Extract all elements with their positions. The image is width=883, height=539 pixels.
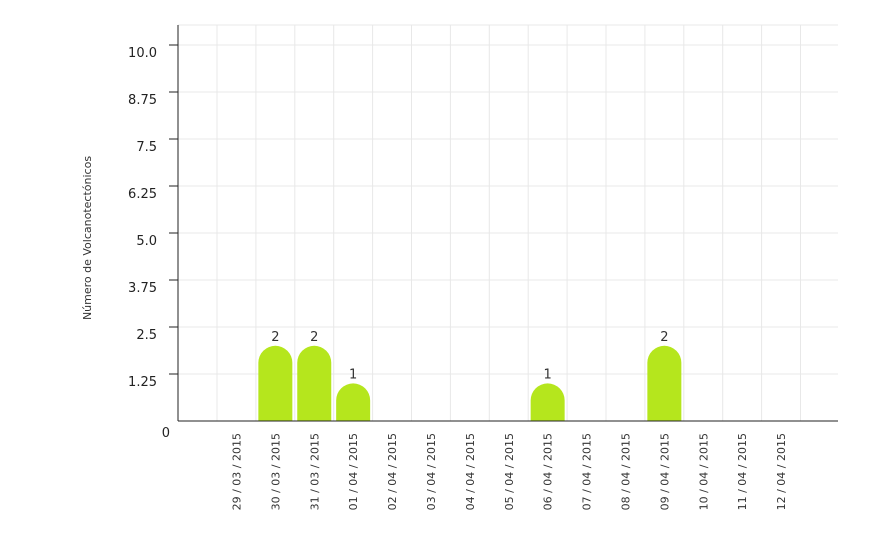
data-label: 2 <box>310 330 318 345</box>
axes <box>177 25 838 422</box>
y-tick-label: 2.5 <box>136 328 157 343</box>
x-tick-label: 02 / 04 / 2015 <box>386 433 399 510</box>
x-tick-label: 09 / 04 / 2015 <box>658 433 671 510</box>
x-tick-labels: 29 / 03 / 2015 30 / 03 / 2015 31 / 03 / 20… <box>230 433 788 510</box>
bar[interactable] <box>647 345 682 421</box>
grid-lines <box>178 24 838 421</box>
y-tick-label: 6.25 <box>128 187 157 202</box>
x-tick-label: 31 / 03 / 2015 <box>308 433 321 510</box>
x-tick-label: 05 / 04 / 2015 <box>503 433 516 510</box>
y-tick-label: 0 <box>162 426 170 441</box>
x-tick-label: 01 / 04 / 2015 <box>347 433 360 510</box>
x-tick-label: 12 / 04 / 2015 <box>775 433 788 510</box>
x-tick-label: 29 / 03 / 2015 <box>230 433 243 510</box>
data-label: 2 <box>271 330 279 345</box>
x-tick-label: 08 / 04 / 2015 <box>619 433 632 510</box>
x-tick-label: 06 / 04 / 2015 <box>542 433 555 510</box>
data-label: 2 <box>660 330 668 345</box>
bars: 2 2 1 1 2 <box>258 330 682 421</box>
x-tick-label: 30 / 03 / 2015 <box>269 433 282 510</box>
y-tick-label: 5.0 <box>136 234 157 249</box>
bar[interactable] <box>530 383 565 421</box>
x-tick-label: 07 / 04 / 2015 <box>581 433 594 510</box>
y-tick-label: 3.75 <box>128 281 157 296</box>
bar[interactable] <box>336 383 371 421</box>
y-tick-label: 10.0 <box>128 46 157 61</box>
data-label: 1 <box>544 367 552 382</box>
y-tick-label: 1.25 <box>128 375 157 390</box>
x-tick-label: 03 / 04 / 2015 <box>425 433 438 510</box>
x-tick-label: 10 / 04 / 2015 <box>697 433 710 510</box>
x-tick-label: 04 / 04 / 2015 <box>464 433 477 510</box>
data-label: 1 <box>349 367 357 382</box>
x-tick-label: 11 / 04 / 2015 <box>736 433 749 510</box>
bar[interactable] <box>297 345 332 421</box>
y-tick-label: 7.5 <box>136 140 157 155</box>
y-axis-label: Número de Volcanotectónicos <box>81 156 94 320</box>
y-tick-label: 8.75 <box>128 93 157 108</box>
bar[interactable] <box>258 345 293 421</box>
y-tick-labels: 0 1.25 2.5 3.75 5.0 6.25 7.5 8.75 10.0 <box>128 44 178 441</box>
